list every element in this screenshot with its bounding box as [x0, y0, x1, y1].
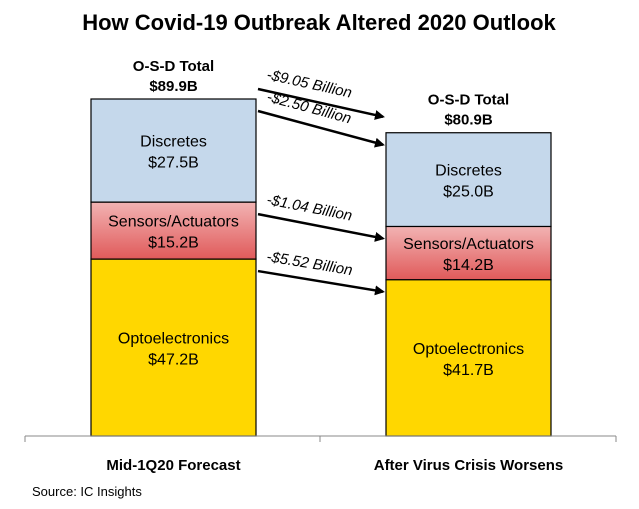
- segment-name-label-sensors-actuators-1: Sensors/Actuators: [108, 214, 239, 231]
- bar-segment-optoelectronics-1: [90, 258, 257, 437]
- x-tick-label-2: After Virus Crisis Worsens: [374, 457, 564, 474]
- change-arrow-discretes: [257, 109, 385, 148]
- bar-segment-discretes-2: [385, 132, 552, 228]
- change-arrow-optoelectronics: [257, 269, 385, 296]
- data-label-discretes-2: $25.0B: [443, 184, 494, 201]
- source-note: Source: IC Insights: [32, 484, 142, 499]
- data-label-discretes-1: $27.5B: [148, 155, 199, 172]
- total-heading-2: O-S-D Total: [428, 92, 509, 109]
- data-label-sensors-actuators-2: $14.2B: [443, 257, 494, 274]
- bar-segment-sensors-actuators-1: [90, 201, 257, 260]
- data-label-optoelectronics-2: $41.7B: [443, 362, 494, 379]
- change-arrow-total: [257, 87, 385, 120]
- change-arrows-group: -$9.05 Billion-$2.50 Billion-$1.04 Billi…: [257, 66, 385, 296]
- segment-name-label-discretes-1: Discretes: [140, 134, 207, 151]
- total-heading-1: O-S-D Total: [133, 58, 214, 75]
- data-label-sensors-actuators-1: $15.2B: [148, 235, 199, 252]
- total-value-1: $89.9B: [149, 78, 198, 95]
- segment-name-label-sensors-actuators-2: Sensors/Actuators: [403, 236, 534, 253]
- change-arrow-sensors-actuators: [257, 212, 385, 242]
- segment-name-label-optoelectronics-2: Optoelectronics: [413, 341, 524, 358]
- total-value-2: $80.9B: [444, 112, 493, 129]
- segment-name-label-discretes-2: Discretes: [435, 163, 502, 180]
- data-label-optoelectronics-1: $47.2B: [148, 352, 199, 369]
- x-tick-label-1: Mid-1Q20 Forecast: [106, 457, 240, 474]
- change-label-sensors-actuators: -$1.04 Billion: [265, 191, 353, 224]
- bar-segment-discretes-1: [90, 98, 257, 203]
- segment-name-label-optoelectronics-1: Optoelectronics: [118, 331, 229, 348]
- bars-group: Optoelectronics $47.2B Sensors/Actuators $1…: [90, 58, 552, 437]
- chart-title: How Covid-19 Outbreak Altered 2020 Outlo…: [82, 10, 556, 35]
- category-labels-group: Mid-1Q20 Forecast After Virus Crisis Wors…: [106, 457, 563, 474]
